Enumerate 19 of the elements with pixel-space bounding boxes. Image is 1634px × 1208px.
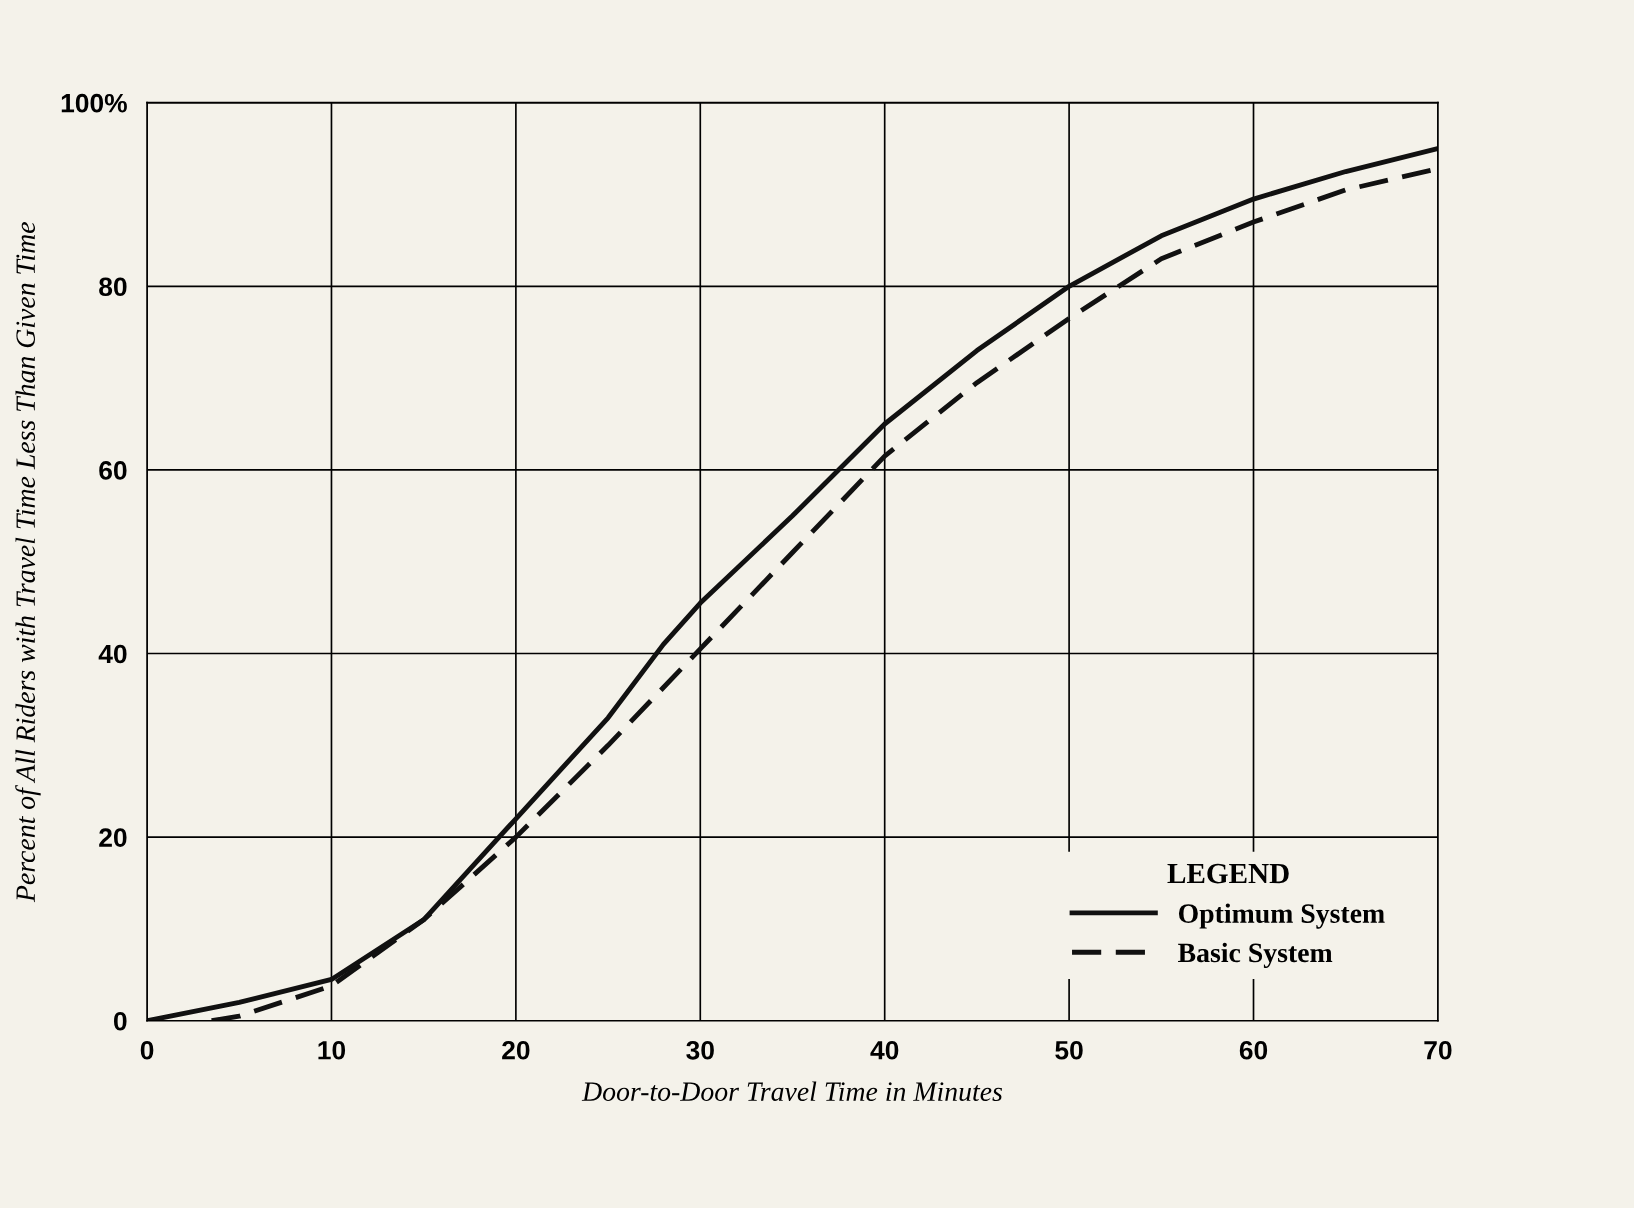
y-tick-label: 20 (99, 828, 127, 847)
legend-label: Basic System (1178, 942, 1333, 968)
legend-title: LEGEND (1167, 863, 1289, 884)
y-axis-title: Percent of All Riders with Travel Time Less Than Given Time (15, 222, 41, 903)
x-axis-title: Door-to-Door Travel Time in Minutes (581, 1081, 1003, 1102)
x-tick-label: 60 (1239, 1040, 1268, 1060)
x-tick-label: 40 (870, 1040, 899, 1060)
y-tick-label: 100% (61, 93, 127, 113)
legend-label: Optimum System (1178, 903, 1385, 929)
y-tick-label: 60 (99, 461, 127, 480)
y-tick-label: 0 (113, 1011, 127, 1031)
x-tick-label: 0 (140, 1040, 154, 1060)
y-tick-label: 80 (99, 277, 127, 297)
x-tick-label: 70 (1424, 1040, 1452, 1060)
x-tick-label: 20 (502, 1040, 530, 1060)
x-tick-label: 30 (686, 1040, 714, 1060)
x-tick-label: 10 (318, 1040, 346, 1060)
x-tick-label: 50 (1055, 1040, 1083, 1060)
y-tick-label: 40 (98, 644, 127, 664)
